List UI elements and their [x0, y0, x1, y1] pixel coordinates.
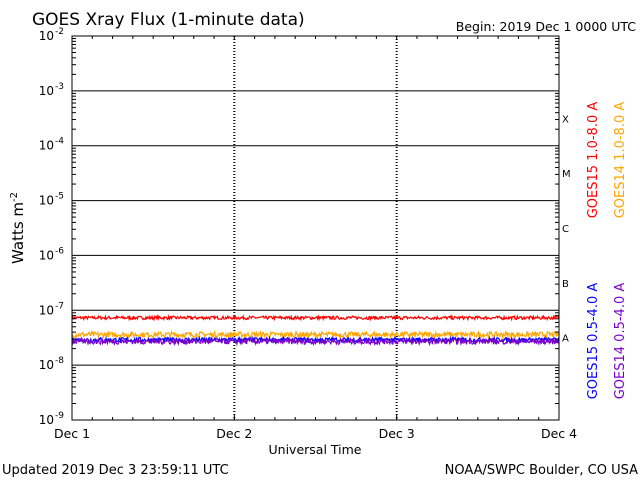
legend: GOES15 1.0-8.0 A GOES14 1.0-8.0 A GOES15 0…	[586, 102, 628, 400]
flare-class-B: B	[562, 279, 569, 290]
y-tick-exponent: -9	[55, 411, 64, 421]
x-tick-label: Dec 2	[216, 426, 252, 441]
x-axis-ticks: Dec 1 Dec 2 Dec 3 Dec 4	[54, 36, 577, 441]
chart-title: GOES Xray Flux (1-minute data)	[32, 10, 305, 30]
y-tick-label: 10	[39, 84, 54, 98]
flare-class-labels: X M C B A	[562, 114, 571, 344]
legend-entry-1: GOES14 1.0-8.0 A	[613, 102, 628, 219]
series-group	[71, 313, 560, 347]
legend-entry-0: GOES15 1.0-8.0 A	[586, 102, 601, 219]
flare-class-A: A	[562, 334, 569, 345]
y-tick-label: 10	[39, 303, 54, 317]
x-tick-label: Dec 3	[379, 426, 415, 441]
x-tick-label: Dec 4	[541, 426, 577, 441]
y-tick-label: 10	[39, 194, 54, 208]
y-tick-label: 10	[39, 139, 54, 153]
y-tick-exponent: -5	[55, 192, 64, 202]
legend-entry-2: GOES15 0.5-4.0 A	[586, 283, 601, 400]
y-axis-label-text: Watts m	[9, 202, 27, 264]
y-tick-label: 10	[39, 248, 54, 262]
x-tick-label: Dec 1	[54, 426, 90, 441]
updated-timestamp: Updated 2019 Dec 3 23:59:11 UTC	[2, 463, 229, 478]
flare-class-X: X	[562, 114, 569, 125]
y-tick-label: 10	[39, 29, 54, 43]
y-axis-label: Watts m-2	[9, 192, 27, 264]
y-axis-label-exponent: -2	[9, 192, 20, 202]
y-tick-exponent: -6	[55, 246, 64, 256]
legend-entry-3: GOES14 0.5-4.0 A	[613, 283, 628, 400]
grid-lines	[72, 36, 559, 420]
flare-class-M: M	[562, 169, 571, 180]
series-line-0	[71, 313, 560, 322]
source-credit: NOAA/SWPC Boulder, CO USA	[445, 463, 638, 478]
y-tick-label: 10	[39, 413, 54, 427]
y-tick-exponent: -7	[55, 301, 64, 311]
series-line-1	[71, 329, 560, 340]
y-tick-exponent: -8	[55, 356, 64, 366]
y-tick-exponent: -3	[55, 82, 64, 92]
y-tick-exponent: -4	[55, 137, 64, 147]
begin-label: Begin: 2019 Dec 1 0000 UTC	[456, 19, 636, 34]
plot-frame	[71, 35, 560, 421]
series-line-3	[71, 336, 560, 347]
flare-class-C: C	[562, 224, 569, 235]
x-axis-label: Universal Time	[269, 442, 362, 457]
y-tick-exponent: -2	[55, 27, 64, 37]
y-tick-label: 10	[39, 358, 54, 372]
y-axis-ticks: 10-210-310-410-510-610-710-810-9	[39, 27, 559, 427]
